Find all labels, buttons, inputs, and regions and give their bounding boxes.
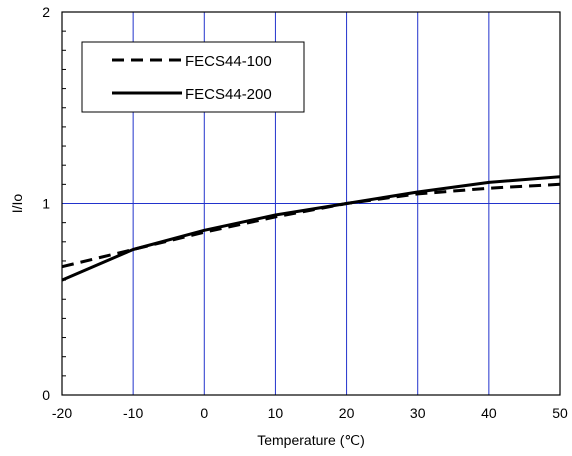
series-layer	[61, 175, 561, 282]
x-axis-title: Temperature (℃)	[257, 432, 365, 448]
legend-label-fecs44-100: FECS44-100	[185, 53, 272, 70]
y-tick-label: 0	[42, 387, 50, 403]
series-line-fecs44-200	[61, 175, 561, 282]
x-tick-label: 40	[481, 405, 497, 421]
x-tick-label: -10	[123, 405, 143, 421]
x-tick-label: -20	[52, 405, 72, 421]
x-tick-label: 30	[410, 405, 426, 421]
legend-label-fecs44-200: FECS44-200	[185, 86, 272, 103]
y-axis-title: I/Io	[9, 194, 25, 214]
x-tick-label: 20	[339, 405, 355, 421]
x-tick-label: 50	[552, 405, 568, 421]
y-tick-labels: 0 1 2	[42, 4, 50, 403]
x-tick-labels: -20 -10 0 10 20 30 40 50	[52, 405, 568, 421]
x-tick-label: 0	[200, 405, 208, 421]
series-line-fecs44-100	[61, 182, 561, 269]
legend-box	[81, 41, 305, 113]
plot-area-frame	[61, 11, 561, 396]
legend: FECS44-100 FECS44-200	[81, 41, 305, 113]
x-tick-label: 10	[268, 405, 284, 421]
y-tick-label: 1	[42, 196, 50, 212]
y-tick-label: 2	[42, 4, 50, 20]
